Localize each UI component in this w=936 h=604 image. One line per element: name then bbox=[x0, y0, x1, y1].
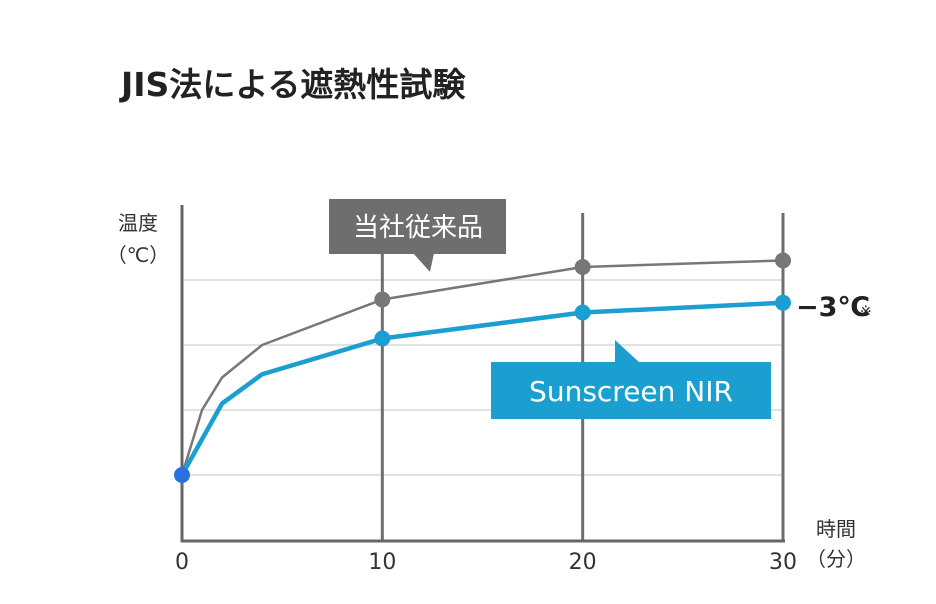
chart-title: JIS法による遮熱性試験 bbox=[119, 65, 466, 104]
x-tick-labels: 0 10 20 30 bbox=[175, 550, 797, 575]
conventional-callout: 当社従来品 bbox=[329, 199, 506, 272]
nir-callout: Sunscreen NIR bbox=[491, 340, 771, 419]
y-axis-label-line2: （℃） bbox=[107, 243, 169, 267]
nir-callout-label: Sunscreen NIR bbox=[529, 375, 733, 408]
y-axis-label-line1: 温度 bbox=[118, 211, 158, 235]
x-tick-label-30: 30 bbox=[769, 550, 797, 575]
x-tick-label-20: 20 bbox=[569, 550, 597, 575]
series-line-1 bbox=[180, 300, 784, 477]
nir-callout-box bbox=[491, 362, 771, 419]
conventional-callout-label: 当社従来品 bbox=[353, 213, 483, 243]
difference-note-mark: ※ bbox=[860, 304, 872, 320]
x-axis-label-line2: （分） bbox=[806, 547, 866, 571]
series-markers bbox=[174, 252, 791, 483]
series-0-marker-30 bbox=[775, 252, 791, 269]
series-1-marker-10 bbox=[374, 330, 391, 347]
conventional-callout-pointer bbox=[413, 253, 434, 272]
conventional-callout-box bbox=[329, 199, 506, 254]
x-axis-label-line1: 時間 bbox=[816, 517, 856, 541]
difference-annotation: −3℃ bbox=[796, 292, 870, 323]
x-tick-label-0: 0 bbox=[175, 550, 189, 575]
nir-callout-pointer bbox=[615, 340, 640, 363]
x-tick-label-10: 10 bbox=[368, 550, 396, 575]
series-1-marker-30 bbox=[775, 294, 791, 311]
series-1-marker-20 bbox=[574, 304, 591, 321]
series-0-marker-20 bbox=[574, 259, 591, 275]
series-1-marker-0 bbox=[174, 467, 190, 483]
series-0-marker-10 bbox=[374, 291, 391, 308]
